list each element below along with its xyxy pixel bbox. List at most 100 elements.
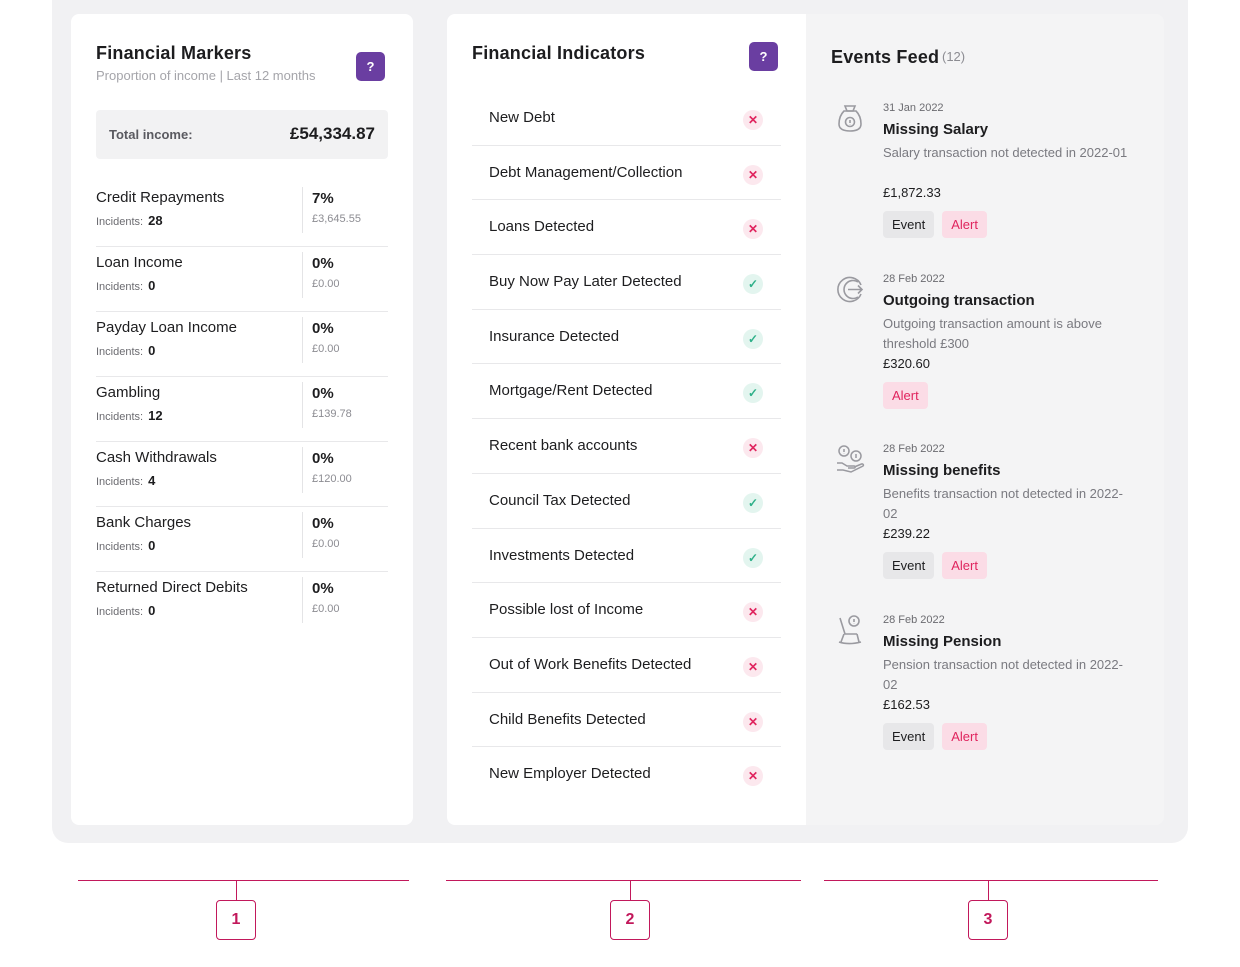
financial-indicators-title: Financial Indicators	[472, 43, 646, 63]
check-icon: ✓	[743, 328, 763, 349]
check-icon: ✓	[743, 274, 763, 295]
indicator-row: Council Tax Detected ✓	[472, 474, 781, 529]
cross-icon: ✕	[743, 219, 763, 240]
event-tags: Event Alert	[883, 552, 987, 579]
marker-amount: £120.00	[312, 473, 352, 485]
marker-divider	[302, 317, 303, 363]
indicator-label: Possible lost of Income	[489, 601, 644, 619]
money-bag-icon	[835, 102, 865, 134]
events-feed-card: Events Feed (12) 31 Jan 2022 Missing Sala…	[806, 14, 1164, 825]
event-date: 28 Feb 2022	[883, 272, 945, 285]
event-description: Salary transaction not detected in 2022-…	[883, 145, 1128, 160]
financial-markers-title: Financial Markers	[96, 43, 252, 63]
marker-row: Cash Withdrawals Incidents: 4 0% £120.00	[96, 442, 388, 507]
callout-stem-2	[630, 880, 631, 900]
marker-percent: 0%	[312, 450, 334, 467]
cross-icon: ✕	[743, 438, 763, 459]
cross-icon: ✕	[743, 766, 763, 787]
indicator-row: Out of Work Benefits Detected ✕	[472, 638, 781, 693]
marker-incidents: Incidents: 0	[96, 603, 155, 618]
incidents-count: 12	[148, 408, 163, 423]
indicator-row: Buy Now Pay Later Detected ✓	[472, 255, 781, 310]
marker-divider	[302, 382, 303, 428]
indicator-label: New Employer Detected	[489, 765, 651, 783]
cross-icon: ✕	[743, 656, 763, 677]
indicator-label: Council Tax Detected	[489, 491, 631, 509]
marker-incidents: Incidents: 28	[96, 213, 163, 228]
financial-markers-help-button[interactable]: ?	[356, 52, 385, 81]
indicator-row: Possible lost of Income ✕	[472, 583, 781, 638]
event-date: 28 Feb 2022	[883, 613, 945, 626]
marker-divider	[302, 447, 303, 493]
event-date: 28 Feb 2022	[883, 443, 945, 455]
marker-row: Payday Loan Income Incidents: 0 0% £0.00	[96, 312, 388, 377]
event-item[interactable]: 28 Feb 2022 Outgoing transaction Outgoing …	[831, 273, 1141, 444]
callout-line-3	[824, 880, 1158, 881]
marker-name: Bank Charges	[96, 514, 192, 531]
incidents-label: Incidents:	[96, 541, 144, 553]
cross-icon: ✕	[743, 602, 763, 623]
financial-indicators-help-button[interactable]: ?	[749, 42, 778, 71]
markers-list: Credit Repayments Incidents: 28 7% £3,645.5…	[96, 182, 388, 637]
event-date: 31 Jan 2022	[883, 102, 944, 114]
marker-amount: £0.00	[312, 538, 340, 550]
incidents-label: Incidents:	[96, 476, 144, 488]
indicator-label: Loans Detected	[489, 218, 595, 236]
marker-name: Cash Withdrawals	[96, 449, 217, 466]
event-item[interactable]: 31 Jan 2022 Missing Salary Salary transact…	[831, 102, 1141, 273]
alert-tag[interactable]: Alert	[883, 381, 928, 409]
event-item[interactable]: 28 Feb 2022 Missing Pension Pension transa…	[831, 614, 1141, 785]
event-description: Benefits transaction not detected in 202…	[883, 486, 1123, 521]
event-tag[interactable]: Event	[883, 211, 935, 238]
financial-markers-card: Financial Markers Proportion of income |…	[71, 14, 413, 825]
indicator-row: Child Benefits Detected ✕	[472, 693, 781, 748]
event-title: Missing Salary	[883, 121, 989, 138]
event-tag[interactable]: Event	[883, 552, 935, 579]
incidents-count: 0	[148, 603, 156, 618]
cross-icon: ✕	[743, 164, 763, 185]
total-income-box: Total income: £54,334.87	[96, 110, 388, 159]
indicator-label: New Debt	[489, 109, 555, 126]
events-list: 31 Jan 2022 Missing Salary Salary transact…	[831, 102, 1141, 784]
marker-row: Returned Direct Debits Incidents: 0 0% £0.0…	[96, 572, 388, 637]
marker-amount: £139.78	[312, 408, 352, 420]
marker-row: Bank Charges Incidents: 0 0% £0.00	[96, 507, 388, 572]
financial-indicators-card: Financial Indicators ? New Debt ✕ Debt Man…	[447, 14, 806, 825]
incidents-count: 0	[148, 343, 156, 358]
marker-row: Credit Repayments Incidents: 28 7% £3,645.5…	[96, 182, 388, 247]
alert-tag[interactable]: Alert	[942, 722, 987, 750]
event-title: Outgoing transaction	[883, 291, 1035, 309]
total-income-value: £54,334.87	[289, 124, 375, 143]
check-icon: ✓	[743, 383, 763, 404]
marker-amount: £0.00	[312, 343, 340, 355]
cross-icon: ✕	[743, 110, 763, 130]
check-icon: ✓	[743, 492, 763, 513]
callout-line-1	[78, 880, 409, 881]
check-icon: ✓	[743, 547, 763, 568]
marker-percent: 0%	[312, 580, 334, 597]
alert-tag[interactable]: Alert	[942, 552, 987, 579]
alert-tag[interactable]: Alert	[942, 211, 987, 238]
event-tag[interactable]: Event	[883, 722, 935, 750]
incidents-label: Incidents:	[96, 216, 144, 228]
marker-amount: £0.00	[312, 278, 340, 290]
marker-name: Credit Repayments	[96, 189, 225, 206]
event-item[interactable]: 28 Feb 2022 Missing benefits Benefits tran…	[831, 443, 1141, 614]
event-amount: £320.60	[883, 355, 930, 371]
indicator-label: Recent bank accounts	[489, 437, 638, 455]
event-title: Missing Pension	[883, 632, 1002, 650]
event-amount: £1,872.33	[883, 185, 941, 200]
marker-row: Loan Income Incidents: 0 0% £0.00	[96, 247, 388, 312]
marker-incidents: Incidents: 0	[96, 538, 155, 553]
events-feed-title: Events Feed	[831, 47, 940, 67]
indicator-row: Insurance Detected ✓	[472, 310, 781, 365]
marker-divider	[302, 252, 303, 298]
event-tags: Event Alert	[883, 211, 987, 238]
marker-percent: 0%	[312, 515, 334, 532]
marker-amount: £0.00	[312, 603, 340, 615]
marker-row: Gambling Incidents: 12 0% £139.78	[96, 377, 388, 442]
callout-badge-3: 3	[968, 900, 1008, 940]
events-feed-count: (12)	[942, 49, 966, 64]
incidents-label: Incidents:	[96, 346, 144, 358]
marker-divider	[302, 512, 303, 558]
